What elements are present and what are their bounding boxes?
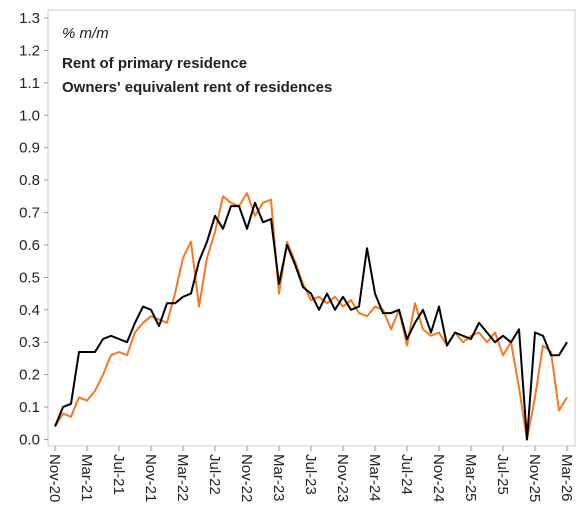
y-tick-label: 0.4 xyxy=(19,302,40,319)
y-tick-label: 0.9 xyxy=(19,140,40,157)
x-tick-label: Nov-23 xyxy=(334,454,351,502)
x-tick-label: Mar-22 xyxy=(174,454,191,502)
line-series xyxy=(54,201,568,441)
annotation: % m/m xyxy=(62,25,109,42)
y-tick-label: 1.0 xyxy=(19,107,40,124)
x-tick-label: Jul-23 xyxy=(302,454,319,495)
y-tick-label: 1.3 xyxy=(19,10,40,27)
y-tick-label: 0.1 xyxy=(19,399,40,416)
y-tick-label: 0.8 xyxy=(19,172,40,189)
x-tick-label: Mar-25 xyxy=(462,454,479,502)
x-tick-label: Nov-20 xyxy=(46,454,63,502)
y-tick-label: 1.1 xyxy=(19,75,40,92)
x-tick-label: Mar-23 xyxy=(270,454,287,502)
x-tick-label: Jul-21 xyxy=(110,454,127,495)
y-tick-label: 0.6 xyxy=(19,237,40,254)
x-tick-label: Mar-24 xyxy=(366,454,383,502)
y-tick-label: 0.2 xyxy=(19,367,40,384)
x-tick-label: Jul-24 xyxy=(398,454,415,495)
plot-frame xyxy=(47,9,576,447)
x-tick-label: Jul-22 xyxy=(206,454,223,495)
x-tick-label: Jul-25 xyxy=(494,454,511,495)
y-tick-label: 0.7 xyxy=(19,205,40,222)
legend-entry: Rent of primary residence xyxy=(62,55,247,72)
x-tick-label: Nov-25 xyxy=(526,454,543,502)
x-tick-label: Nov-22 xyxy=(238,454,255,502)
line-series xyxy=(54,192,568,441)
x-tick-label: Nov-24 xyxy=(430,454,447,502)
y-tick-label: 0.0 xyxy=(19,432,40,449)
x-tick-label: Mar-21 xyxy=(78,454,95,502)
y-tick-label: 0.3 xyxy=(19,334,40,351)
x-tick-label: Nov-21 xyxy=(142,454,159,502)
y-tick-label: 1.2 xyxy=(19,42,40,59)
x-tick-label: Mar-26 xyxy=(558,454,575,502)
y-tick-label: 0.5 xyxy=(19,269,40,286)
legend-entry: Owners' equivalent rent of residences xyxy=(62,79,332,96)
